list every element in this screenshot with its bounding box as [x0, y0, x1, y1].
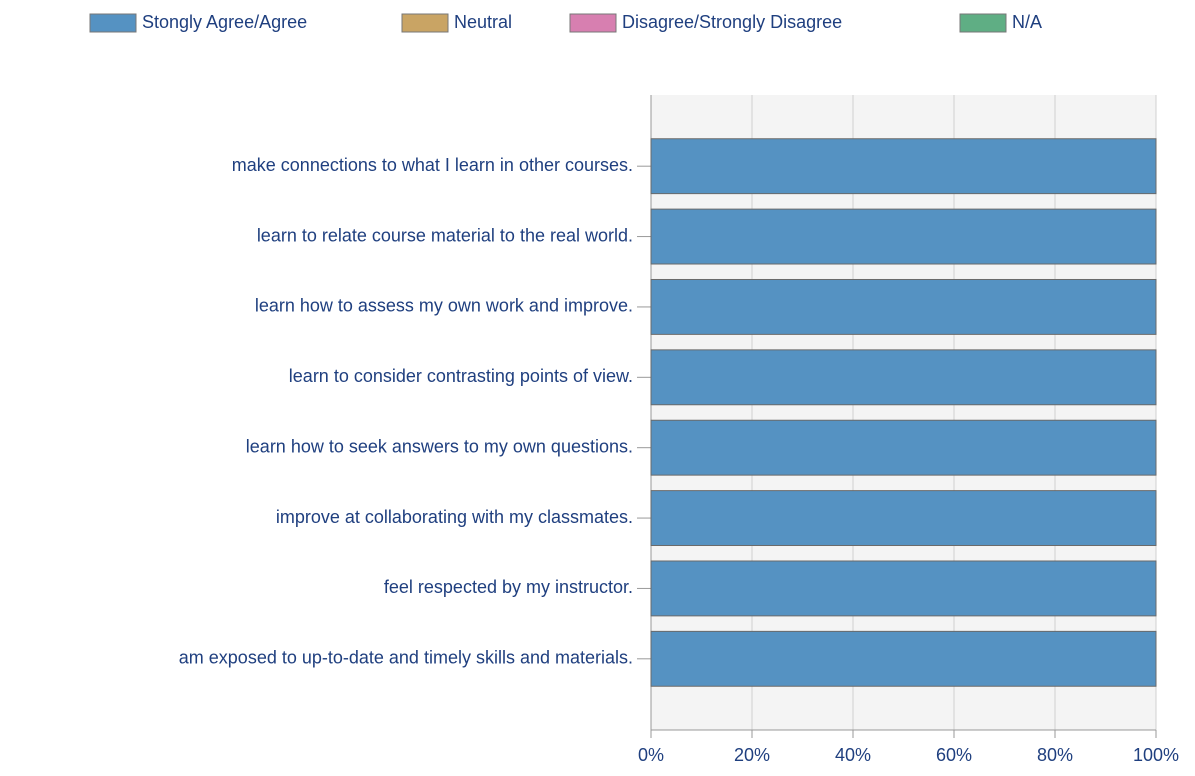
y-tick-label: improve at collaborating with my classma…	[276, 507, 633, 527]
bar-segment	[650, 138, 1157, 195]
y-tick-label: make connections to what I learn in othe…	[232, 155, 633, 175]
legend-label: Disagree/Strongly Disagree	[622, 12, 842, 32]
legend-label: Neutral	[454, 12, 512, 32]
bar-segment	[650, 278, 1157, 335]
legend-swatch	[89, 13, 137, 33]
bar-segment	[650, 349, 1157, 406]
x-tick-label: 100%	[1133, 745, 1179, 765]
x-tick-label: 0%	[638, 745, 664, 765]
bar-segment	[650, 490, 1157, 547]
bar-segment	[650, 560, 1157, 617]
y-tick-label: learn how to seek answers to my own ques…	[246, 436, 633, 456]
y-tick-label: learn to relate course material to the r…	[257, 225, 633, 245]
bar-segment	[650, 630, 1157, 687]
plot-background	[651, 95, 1156, 730]
x-tick-label: 20%	[734, 745, 770, 765]
legend-label: Stongly Agree/Agree	[142, 12, 307, 32]
legend-swatch	[401, 13, 449, 33]
x-tick-label: 80%	[1037, 745, 1073, 765]
y-tick-label: learn how to assess my own work and impr…	[255, 296, 633, 316]
legend-swatch	[959, 13, 1007, 33]
y-tick-label: am exposed to up-to-date and timely skil…	[179, 648, 633, 668]
bar-segment	[650, 419, 1157, 476]
bar-segment	[650, 208, 1157, 265]
legend-swatch	[569, 13, 617, 33]
y-tick-label: learn to consider contrasting points of …	[289, 366, 633, 386]
x-tick-label: 40%	[835, 745, 871, 765]
legend-label: N/A	[1012, 12, 1042, 32]
x-tick-label: 60%	[936, 745, 972, 765]
y-tick-label: feel respected by my instructor.	[384, 577, 633, 597]
